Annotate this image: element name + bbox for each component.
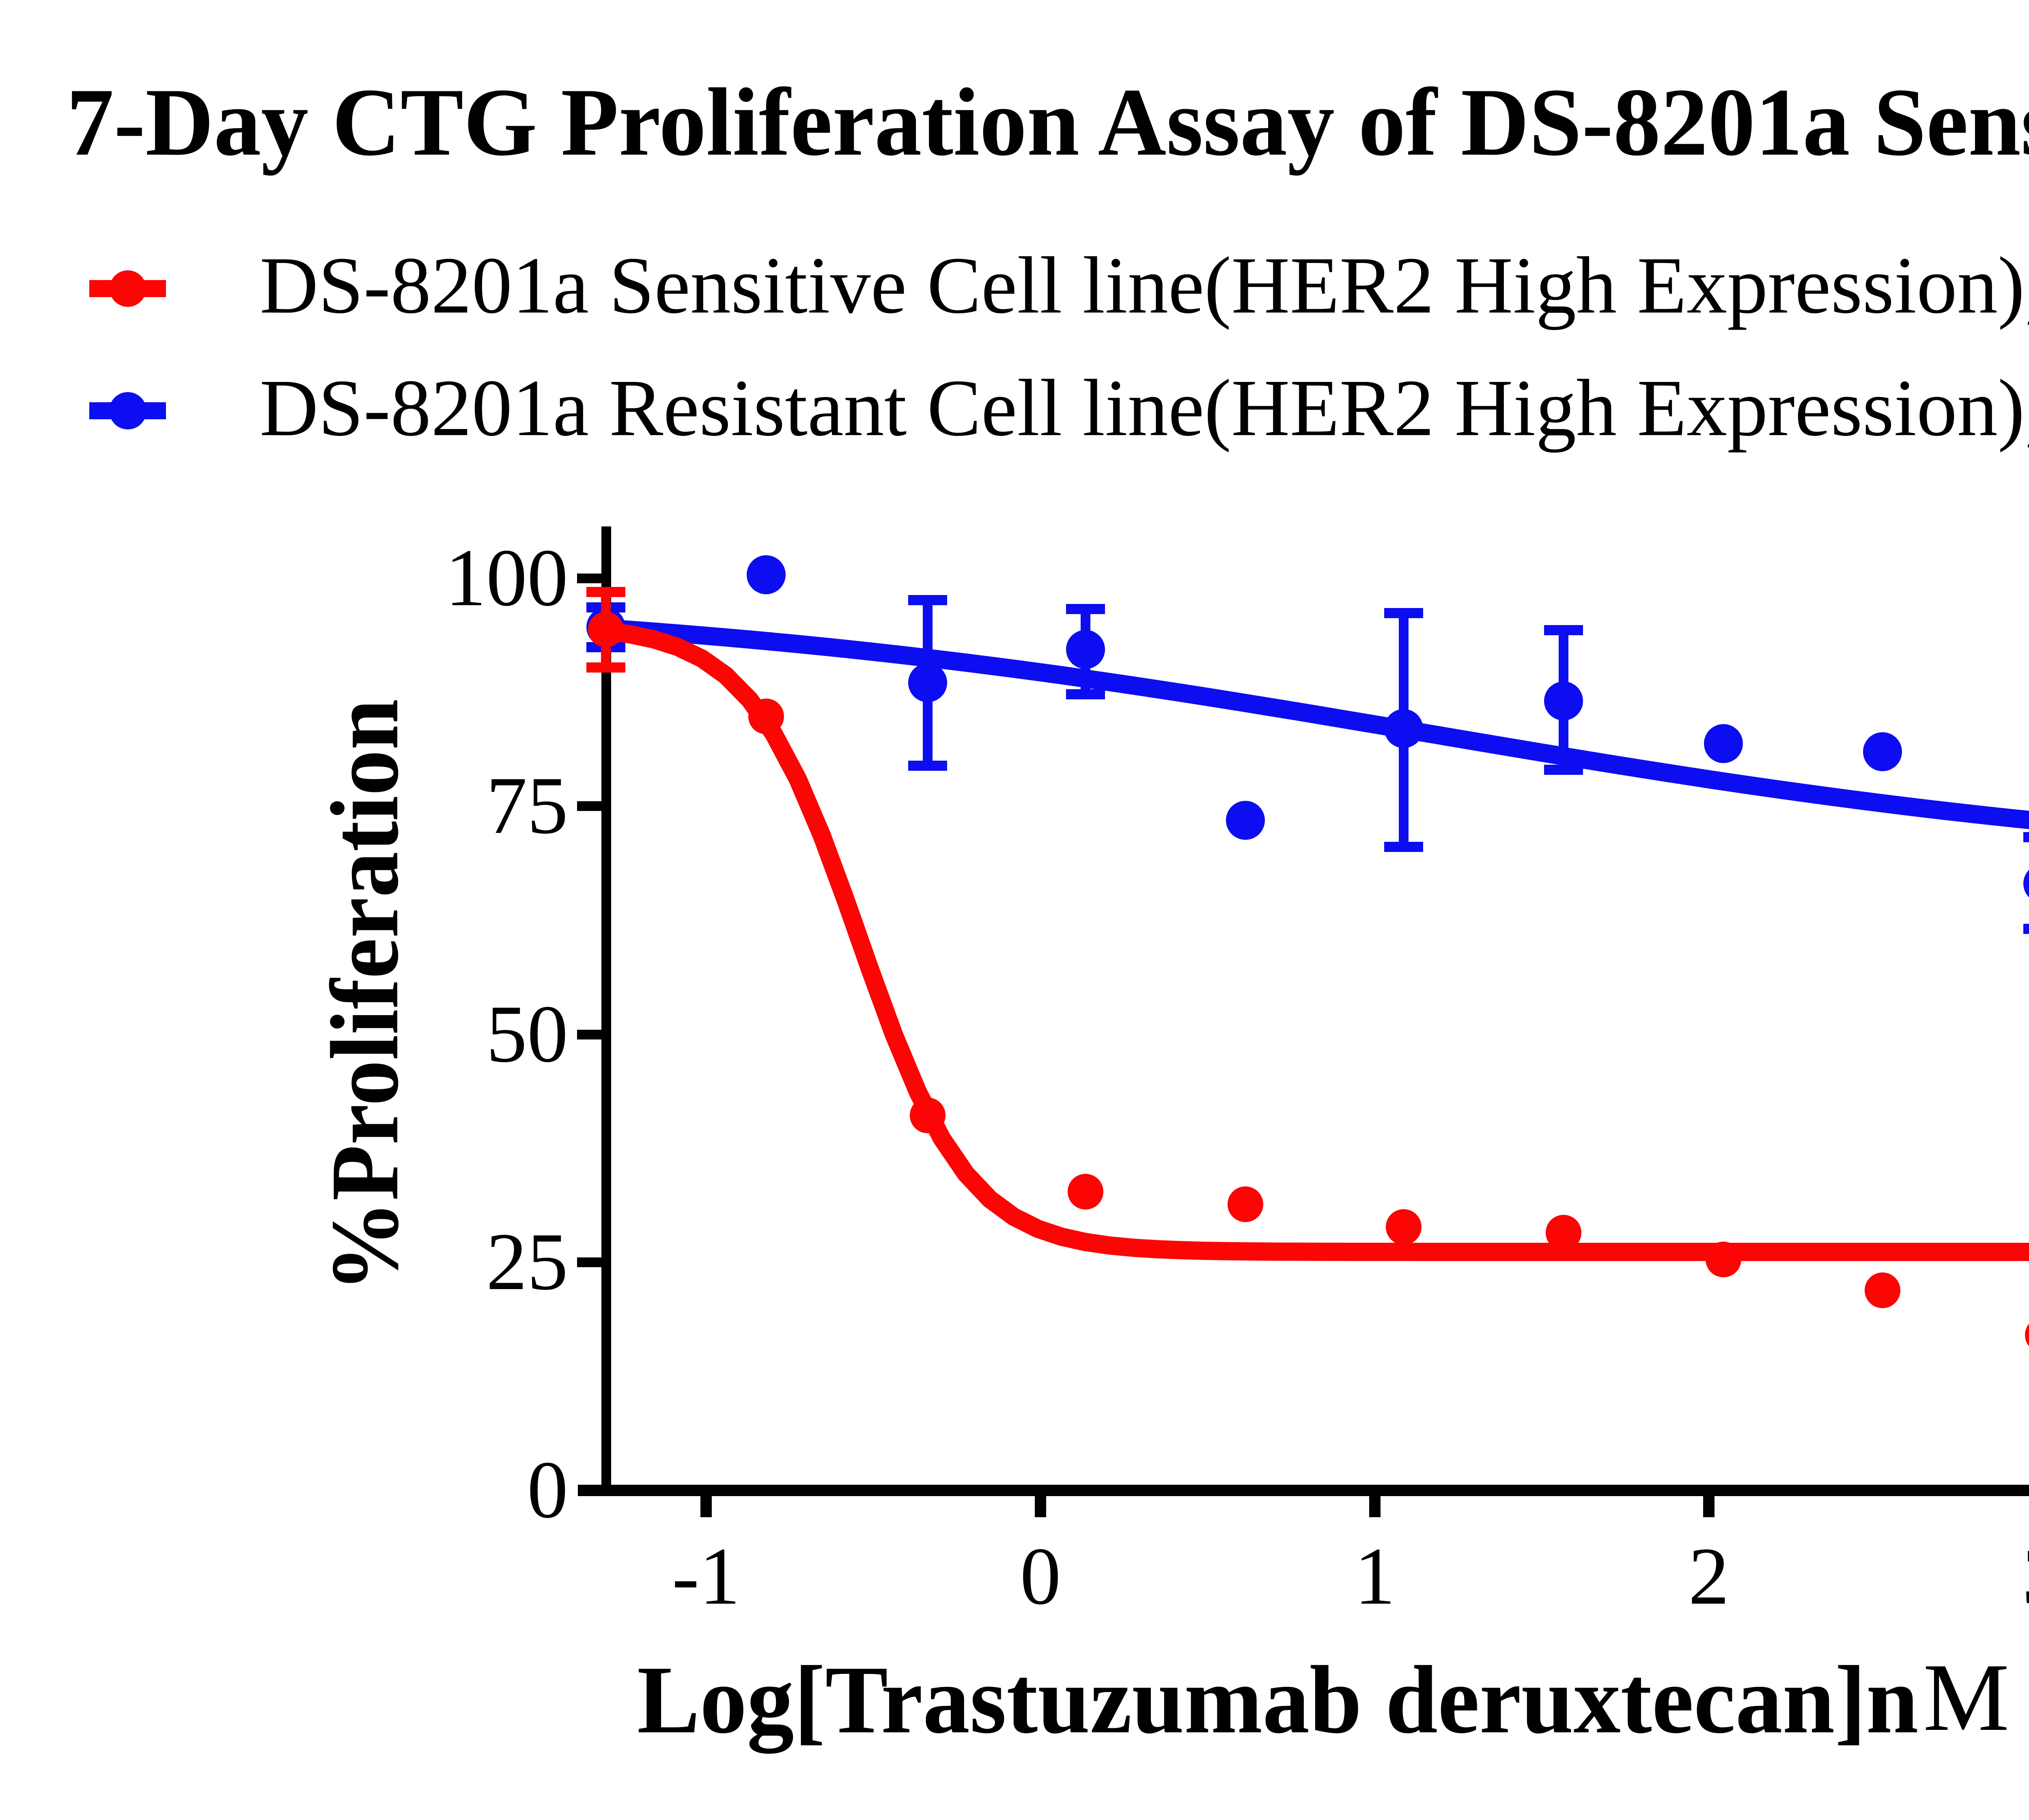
svg-text:50: 50: [486, 988, 568, 1079]
svg-text:3: 3: [2023, 1531, 2029, 1622]
svg-text:-1: -1: [672, 1531, 740, 1622]
svg-text:DS-8201a Resistant Cell line(H: DS-8201a Resistant Cell line(HER2 High E…: [260, 363, 2029, 453]
svg-text:%Proliferation: %Proliferation: [311, 699, 418, 1292]
svg-text:0: 0: [1020, 1531, 1061, 1622]
svg-text:DS-8201a Sensitive Cell line(H: DS-8201a Sensitive Cell line(HER2 High E…: [260, 241, 2029, 330]
svg-text:M: M: [1923, 1643, 2010, 1751]
svg-text:Log[Trastuzumab deruxtecan]n: Log[Trastuzumab deruxtecan]n: [637, 1646, 1918, 1754]
svg-text:25: 25: [486, 1216, 568, 1307]
svg-text:100: 100: [445, 532, 568, 623]
svg-text:2: 2: [1689, 1531, 1730, 1622]
svg-text:7-Day CTG Proliferation Assay: 7-Day CTG Proliferation Assay of DS-8201…: [67, 69, 2029, 176]
svg-text:0: 0: [527, 1444, 568, 1535]
svg-text:75: 75: [486, 760, 568, 851]
svg-text:1: 1: [1355, 1531, 1396, 1622]
